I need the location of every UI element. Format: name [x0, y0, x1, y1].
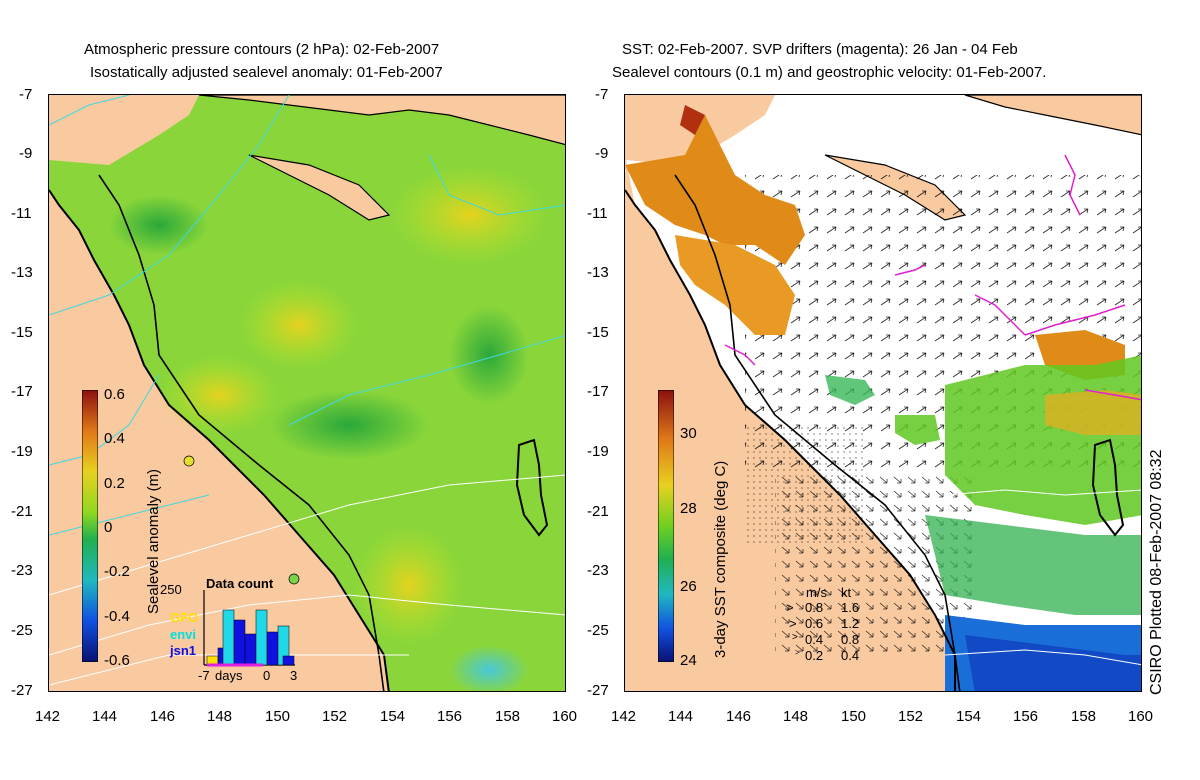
- lat-tick: -19: [11, 443, 33, 460]
- lat-tick: -25: [587, 622, 609, 639]
- lon-tick: 142: [611, 708, 637, 725]
- right-cbar-tick-0: 30: [680, 425, 697, 442]
- lon-tick: 152: [322, 708, 348, 725]
- lat-tick: -25: [11, 622, 33, 639]
- left-map: [48, 94, 566, 692]
- left-cbar-tick-4: -0.2: [104, 563, 130, 580]
- lon-tick: 160: [1128, 708, 1154, 725]
- inset-xlabel-mid: days: [215, 668, 243, 683]
- right-title-line1: SST: 02-Feb-2007. SVP drifters (magenta)…: [622, 41, 1018, 58]
- left-title-line1: Atmospheric pressure contours (2 hPa): 0…: [84, 41, 440, 58]
- lon-tick: 158: [495, 708, 521, 725]
- lon-tick: 150: [265, 708, 291, 725]
- inset-xlabel-right: 3: [290, 668, 298, 683]
- lat-tick: -11: [11, 205, 32, 222]
- lat-tick: -23: [587, 562, 609, 579]
- left-map-graphic: [49, 95, 565, 691]
- lon-tick: 158: [1071, 708, 1097, 725]
- inset-bar-chart: [203, 590, 295, 667]
- left-title-line2: Isostatically adjusted sealevel anomaly:…: [90, 64, 443, 81]
- legend-kt-3: 0.4: [841, 648, 860, 663]
- lon-tick: 146: [726, 708, 752, 725]
- lon-tick: 154: [380, 708, 406, 725]
- lat-tick: -9: [19, 145, 33, 162]
- credit-text: CSIRO Plotted 08-Feb-2007 08:32: [1148, 449, 1165, 695]
- lon-tick: 142: [35, 708, 61, 725]
- left-cbar-tick-3: 0: [104, 519, 113, 536]
- right-cbar-tick-3: 24: [680, 652, 697, 669]
- lon-tick: 152: [898, 708, 924, 725]
- left-colorbar: [82, 390, 98, 662]
- lat-tick: -21: [587, 503, 609, 520]
- legend-header-ms: m/s: [806, 585, 827, 600]
- lat-tick: -13: [587, 264, 609, 281]
- lon-tick: 156: [437, 708, 463, 725]
- right-map-graphic: [625, 95, 1141, 691]
- inset-xlabel-left: -7: [198, 668, 210, 683]
- lat-tick: -13: [11, 264, 33, 281]
- lat-tick: -21: [11, 503, 33, 520]
- lon-tick: 150: [841, 708, 867, 725]
- lon-tick: 148: [207, 708, 233, 725]
- lat-tick: -7: [19, 86, 33, 103]
- lon-tick: 154: [956, 708, 982, 725]
- lat-tick: -7: [595, 86, 609, 103]
- lat-tick: -23: [11, 562, 33, 579]
- legend-arrow-1: >: [789, 616, 797, 631]
- inset-title: Data count: [206, 576, 274, 591]
- lat-tick: -27: [11, 682, 33, 699]
- lon-tick: 160: [552, 708, 578, 725]
- right-cbar-tick-1: 28: [680, 500, 697, 517]
- legend-ms-3: 0.2: [805, 648, 824, 663]
- lat-tick: -19: [587, 443, 609, 460]
- legend-ms-1: 0.6: [805, 616, 824, 631]
- right-map: [624, 94, 1142, 692]
- right-cbar-tick-2: 26: [680, 578, 697, 595]
- left-cbar-tick-5: -0.4: [104, 608, 130, 625]
- left-cbar-tick-0: 0.6: [104, 386, 125, 403]
- inset-ymax: 250: [160, 582, 182, 597]
- left-cbar-tick-6: -0.6: [104, 652, 130, 669]
- lat-tick: -15: [587, 324, 609, 341]
- legend-kt-1: 1.2: [841, 616, 860, 631]
- sat-envi: envi: [170, 627, 197, 642]
- legend-arrow-2: >: [792, 632, 798, 643]
- right-colorbar: [658, 390, 674, 662]
- lat-tick: -17: [587, 383, 609, 400]
- lat-tick: -9: [595, 145, 609, 162]
- legend-kt-2: 0.8: [841, 632, 860, 647]
- lon-tick: 144: [668, 708, 694, 725]
- legend-header-kt: kt: [841, 585, 852, 600]
- left-cbar-tick-2: 0.2: [104, 475, 125, 492]
- legend-arrow-3: >: [795, 648, 800, 657]
- right-cbar-label: 3-day SST composite (deg C): [712, 460, 729, 658]
- sat-jsn1: jsn1: [170, 643, 197, 658]
- inset-xlabel-zero: 0: [263, 668, 271, 683]
- lat-tick: -17: [11, 383, 33, 400]
- lat-tick: -11: [587, 205, 608, 222]
- lon-tick: 148: [783, 708, 809, 725]
- lon-tick: 144: [92, 708, 118, 725]
- lat-tick: -15: [11, 324, 33, 341]
- legend-arrow-0: >: [786, 600, 794, 615]
- legend-ms-0: 0.8: [805, 600, 824, 615]
- left-cbar-tick-1: 0.4: [104, 430, 125, 447]
- lon-tick: 156: [1013, 708, 1039, 725]
- legend-kt-0: 1.6: [841, 600, 860, 615]
- right-title-line2: Sealevel contours (0.1 m) and geostrophi…: [612, 64, 1047, 81]
- lon-tick: 146: [150, 708, 176, 725]
- sat-gfo: GFO: [170, 610, 199, 625]
- lat-tick: -27: [587, 682, 609, 699]
- legend-ms-2: 0.4: [805, 632, 824, 647]
